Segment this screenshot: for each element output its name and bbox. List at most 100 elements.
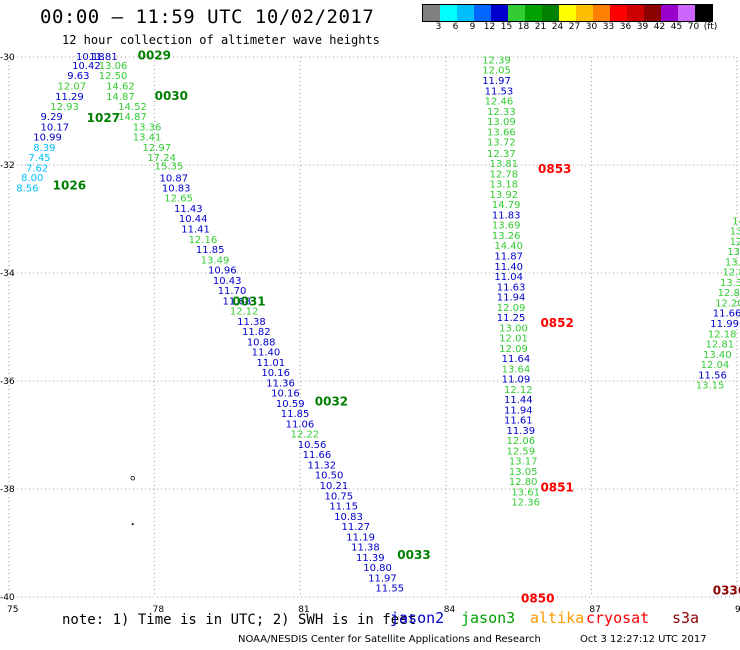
wave-height-value: 11.94 xyxy=(504,405,533,416)
wave-height-value: 12.09 xyxy=(497,303,526,314)
wave-height-value: 12.33 xyxy=(487,107,516,118)
wave-height-value: 10.87 xyxy=(159,174,188,185)
lat-label: -32 xyxy=(0,161,15,171)
lat-label: -36 xyxy=(0,377,15,387)
wave-height-value: 10.16 xyxy=(271,389,300,400)
wave-height-value: 11.68 xyxy=(223,296,252,307)
wave-height-value: 12.20 xyxy=(715,298,740,309)
graticule xyxy=(8,56,738,598)
wave-height-value: 11.04 xyxy=(494,272,523,283)
colorbar-swatch xyxy=(644,5,661,21)
colorbar-label: 6 xyxy=(452,22,459,32)
pass-time-label: 0853 xyxy=(538,162,571,176)
lat-label: -30 xyxy=(0,53,15,63)
axis-labels: -30 -32 -34 -36 -38 -40 75 78 81 84 87 90 xyxy=(0,53,740,615)
page-subtitle: 12 hour collection of altimeter wave hei… xyxy=(62,33,380,47)
wave-height-value: 12.12 xyxy=(230,307,259,318)
wave-height-value: 7.62 xyxy=(26,163,48,174)
colorbar-swatch xyxy=(491,5,508,21)
pass-time-label: 0852 xyxy=(540,316,573,330)
wave-height-value: 12.97 xyxy=(142,143,171,154)
wave-height-value: 12.22 xyxy=(290,430,319,441)
pass-time-label: 0030 xyxy=(155,89,188,103)
wave-height-value: 11.82 xyxy=(242,327,271,338)
colorbar-swatch xyxy=(474,5,491,21)
colorbar-label: 3 xyxy=(435,22,442,32)
wave-height-value: 9.29 xyxy=(41,112,63,123)
lon-label: 87 xyxy=(589,605,600,615)
wave-height-value: 11.15 xyxy=(329,502,358,513)
colorbar-label: 21 xyxy=(534,22,547,32)
wave-height-value: 14.52 xyxy=(118,102,147,113)
colorbar-label: 12 xyxy=(483,22,496,32)
wave-height-value: 15.35 xyxy=(155,161,184,172)
wave-height-value: 11.81 xyxy=(89,52,118,63)
timestamp-text: Oct 3 12:27:12 UTC 2017 xyxy=(580,634,707,645)
colorbar-label: (ft) xyxy=(703,22,718,32)
wave-height-value: 12.78 xyxy=(489,169,518,180)
wave-height-value: 11.38 xyxy=(237,317,266,328)
pass-time-label: 0031 xyxy=(232,294,265,308)
wave-height-value: 11.61 xyxy=(504,416,533,427)
wave-height-value: 11.66 xyxy=(303,450,332,461)
page-title: 00:00 – 11:59 UTC 10/02/2017 xyxy=(40,6,375,28)
wave-height-value: 11.83 xyxy=(492,210,521,221)
wave-height-value: 13.26 xyxy=(492,231,521,242)
wave-height-value: 8.39 xyxy=(33,143,55,154)
wave-height-value: 10.21 xyxy=(320,481,349,492)
pass-time-label: 0336 xyxy=(713,583,740,597)
pass-time-label: 0032 xyxy=(315,394,348,408)
wave-height-value: 12.12 xyxy=(504,385,533,396)
lon-label: 90 xyxy=(735,605,740,615)
colorbar-swatch xyxy=(525,5,542,21)
wave-height-value: 11.39 xyxy=(506,426,535,437)
wave-height-value: 11.36 xyxy=(266,378,295,389)
wave-height-value: 12.65 xyxy=(164,194,193,205)
wave-height-value: 10.59 xyxy=(276,399,305,410)
lon-label: 75 xyxy=(7,605,18,615)
wave-height-value: 10.42 xyxy=(72,61,101,72)
wave-height-value: 11.39 xyxy=(356,553,385,564)
wave-height-value: 10.50 xyxy=(315,471,344,482)
wave-height-value: 13.15 xyxy=(696,381,725,392)
wave-height-value: 11.94 xyxy=(497,293,526,304)
wave-height-value: 11.56 xyxy=(698,370,727,381)
wave-height-value: 13.64 xyxy=(502,364,531,375)
colorbar-swatch xyxy=(559,5,576,21)
pass-labels: 0029 0030 1027 1026 0031 0032 0033 0853 0852 0851… xyxy=(53,49,740,606)
wave-height-value: 11.09 xyxy=(502,375,531,386)
island-marker xyxy=(130,476,135,481)
colorbar-labels: 3 6 9 12 15 18 21 24 27 30 33 36 39 42 45 70 (ft) xyxy=(422,22,732,34)
wave-height-value: 10.44 xyxy=(179,214,208,225)
colorbar-swatch xyxy=(440,5,457,21)
pass-time-label: 0029 xyxy=(138,49,171,63)
wave-height-value: 10.88 xyxy=(247,337,276,348)
colorbar-label: 70 xyxy=(687,22,700,32)
footer-note: note: 1) Time is in UTC; 2) SWH is in fe… xyxy=(62,612,417,628)
wave-height-value: 11.29 xyxy=(55,92,84,103)
wave-height-value: 11.38 xyxy=(351,543,380,554)
pass-time-label: 0850 xyxy=(521,591,554,605)
wave-height-value: 10.83 xyxy=(334,512,363,523)
wave-height-value: 11.53 xyxy=(485,86,514,97)
wave-height-value: 11.01 xyxy=(257,358,286,369)
colorbar-label: 18 xyxy=(517,22,530,32)
wave-height-value: 7.45 xyxy=(28,153,50,164)
wave-height-value: 14.87 xyxy=(118,112,147,123)
wave-height-value: 13.09 xyxy=(487,117,516,128)
lat-label: -38 xyxy=(0,485,15,495)
wave-height-value: 10.16 xyxy=(261,368,290,379)
wave-height-value: 11.70 xyxy=(218,286,247,297)
pass-time-label: 0033 xyxy=(397,548,430,562)
colorbar-label: 24 xyxy=(551,22,564,32)
wave-height-value: 12.37 xyxy=(487,149,516,160)
wave-height-value: 13.61 xyxy=(511,487,540,498)
wave-height-value: 12.18 xyxy=(708,329,737,340)
lon-label: 78 xyxy=(153,605,165,615)
island-marker xyxy=(131,523,134,526)
wave-height-value: 13.17 xyxy=(509,457,538,468)
wave-height-value: 11.25 xyxy=(497,313,526,324)
colorbar-label: 33 xyxy=(602,22,615,32)
lat-label: -34 xyxy=(0,269,15,279)
